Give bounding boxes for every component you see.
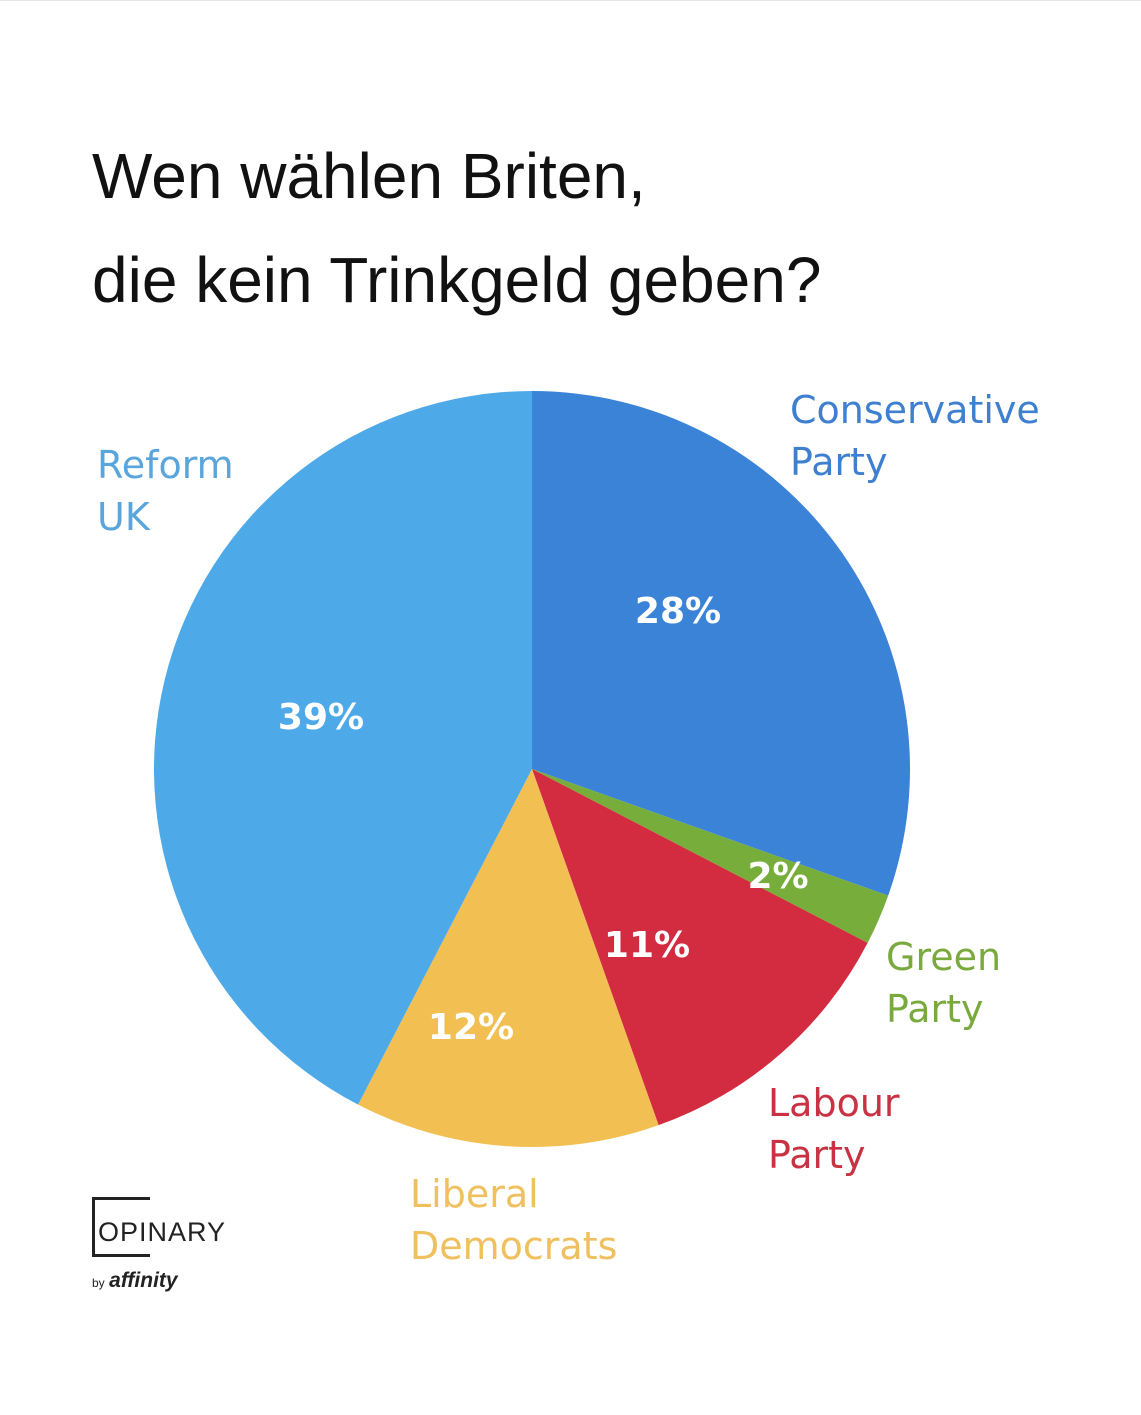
- slice-label-green-party: Green Party: [886, 935, 1001, 1031]
- opinary-logo: OPINARY by affinity: [92, 1197, 238, 1292]
- logo-brand-text: affinity: [109, 1269, 178, 1292]
- pie-slice-liberal-democrats: [358, 769, 659, 1147]
- chart-title-line-2: die kein Trinkgeld geben?: [92, 244, 822, 316]
- pct-label-labour-party: 11%: [604, 925, 690, 966]
- top-border: [0, 0, 1141, 1]
- slice-label-conservative-party: Conservative Party: [790, 388, 1040, 484]
- chart-title-line-1: Wen wählen Briten,: [92, 140, 646, 212]
- pct-label-reform-uk: 39%: [278, 697, 364, 738]
- pct-label-green-party: 2%: [747, 856, 808, 897]
- logo-by-text: by: [92, 1276, 105, 1290]
- logo-byline: by affinity: [92, 1269, 178, 1293]
- slice-label-reform-uk: Reform UK: [97, 443, 234, 539]
- chart-title: Wen wählen Briten, die kein Trinkgeld ge…: [92, 124, 821, 332]
- pie-slice-green-party: [532, 769, 889, 943]
- pie-slice-labour-party: [532, 769, 868, 1126]
- slice-label-labour-party: Labour Party: [768, 1081, 900, 1177]
- pie-slice-conservative-party: [532, 391, 911, 896]
- pct-label-liberal-democrats: 12%: [428, 1007, 514, 1048]
- pie-slice-reform-uk: [154, 391, 533, 1105]
- pct-label-conservative-party: 28%: [635, 591, 721, 632]
- slice-label-liberal-democrats: Liberal Democrats: [410, 1172, 617, 1268]
- logo-wordmark: OPINARY: [98, 1217, 227, 1247]
